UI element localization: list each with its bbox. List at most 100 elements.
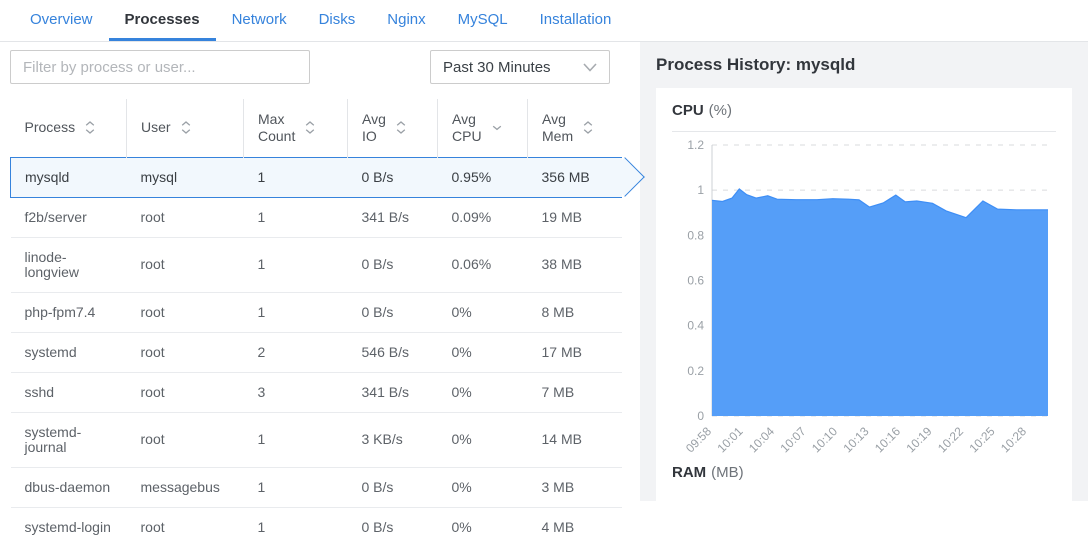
table-row-systemd-login[interactable]: systemd-login root 1 0 B/s 0% 4 MB bbox=[10, 506, 622, 547]
table-row-sshd[interactable]: sshd root 3 341 B/s 0% 7 MB bbox=[10, 371, 622, 412]
cpu-unit: (%) bbox=[708, 102, 732, 119]
table-row-dbus-daemon[interactable]: dbus-daemon messagebus 1 0 B/s 0% 3 MB bbox=[10, 466, 622, 507]
cell-process: sshd bbox=[10, 371, 127, 412]
table-header-row: Process User Max Count Avg IO Avg CPU Avg Mem bbox=[10, 99, 622, 157]
cell-max-count: 1 bbox=[243, 506, 348, 547]
toolbar: Past 30 Minutes bbox=[10, 50, 622, 84]
table-row-systemd[interactable]: systemd root 2 546 B/s 0% 17 MB bbox=[10, 331, 622, 372]
svg-text:09:58: 09:58 bbox=[683, 424, 714, 455]
svg-text:10:16: 10:16 bbox=[872, 424, 903, 455]
filter-input[interactable] bbox=[10, 50, 310, 84]
cell-avg-mem: 7 MB bbox=[527, 371, 622, 412]
cell-avg-cpu: 0.06% bbox=[437, 236, 528, 292]
cpu-section-title: CPU (%) bbox=[672, 102, 1056, 119]
cell-avg-cpu: 0% bbox=[437, 331, 528, 372]
column-header-user[interactable]: User bbox=[126, 99, 244, 157]
panel-title: Process History: mysqld bbox=[656, 55, 856, 74]
cell-avg-mem: 8 MB bbox=[527, 291, 622, 332]
cell-avg-mem: 14 MB bbox=[527, 411, 622, 467]
cell-process: systemd bbox=[10, 331, 127, 372]
column-header-avg-mem[interactable]: Avg Mem bbox=[528, 99, 622, 157]
sort-icon bbox=[85, 121, 95, 135]
svg-text:1.2: 1.2 bbox=[687, 138, 704, 152]
svg-text:10:10: 10:10 bbox=[809, 424, 840, 455]
cell-user: root bbox=[126, 236, 244, 292]
sort-icon bbox=[181, 121, 191, 135]
cell-max-count: 1 bbox=[243, 236, 348, 292]
table-row-systemd-journal[interactable]: systemd-journal root 1 3 KB/s 0% 14 MB bbox=[10, 411, 622, 467]
cell-user: root bbox=[126, 506, 244, 547]
cell-avg-io: 0 B/s bbox=[347, 466, 438, 507]
cell-avg-io: 341 B/s bbox=[347, 371, 438, 412]
svg-text:10:22: 10:22 bbox=[935, 424, 966, 455]
svg-text:0.4: 0.4 bbox=[687, 319, 704, 333]
table-row-linode-longview[interactable]: linode-longview root 1 0 B/s 0.06% 38 MB bbox=[10, 236, 622, 292]
cell-user: messagebus bbox=[126, 466, 244, 507]
cell-avg-io: 0 B/s bbox=[347, 291, 438, 332]
cell-max-count: 3 bbox=[243, 371, 348, 412]
cell-avg-io: 0 B/s bbox=[347, 506, 438, 547]
ram-section-title: RAM (MB) bbox=[672, 464, 1056, 481]
cell-process: mysqld bbox=[10, 156, 127, 198]
cell-avg-cpu: 0.95% bbox=[437, 156, 528, 198]
cpu-chart: 00.20.40.60.811.209:58 10:01 10:04 10:07 10:… bbox=[683, 138, 1048, 455]
cell-avg-io: 0 B/s bbox=[347, 156, 438, 198]
table-row-mysqld[interactable]: mysqld mysql 1 0 B/s 0.95% 356 MB bbox=[10, 156, 622, 198]
cell-max-count: 1 bbox=[243, 411, 348, 467]
chevron-down-icon bbox=[583, 62, 597, 72]
cell-user: root bbox=[126, 331, 244, 372]
cell-user: mysql bbox=[126, 156, 244, 198]
tab-installation[interactable]: Installation bbox=[539, 10, 612, 28]
svg-text:0.8: 0.8 bbox=[687, 228, 704, 242]
sort-icon bbox=[396, 121, 406, 135]
process-list-panel: Past 30 Minutes Process User Max Count Avg … bbox=[0, 42, 645, 547]
cell-user: root bbox=[140, 208, 165, 225]
time-range-select[interactable]: Past 30 Minutes bbox=[430, 50, 610, 84]
cell-avg-cpu: 0% bbox=[437, 411, 528, 467]
cell-process: f2b/server bbox=[24, 208, 87, 225]
column-header-max-count[interactable]: Max Count bbox=[243, 99, 348, 157]
cell-avg-mem: 17 MB bbox=[527, 331, 622, 372]
tab-nginx[interactable]: Nginx bbox=[387, 10, 426, 28]
cell-user: root bbox=[126, 291, 244, 332]
table-row-f2b/server[interactable]: f2b/server root 1 341 B/s 0.09% 19 MB bbox=[11, 197, 622, 237]
cell-avg-io: 341 B/s bbox=[361, 208, 409, 225]
tab-overview[interactable]: Overview bbox=[30, 10, 93, 28]
column-header-avg-io[interactable]: Avg IO bbox=[347, 99, 438, 157]
column-header-avg-cpu[interactable]: Avg CPU bbox=[437, 99, 528, 157]
column-label: User bbox=[141, 119, 171, 136]
tab-network[interactable]: Network bbox=[231, 10, 287, 28]
tab-disks[interactable]: Disks bbox=[318, 10, 356, 28]
cell-avg-cpu: 0% bbox=[437, 506, 528, 547]
cell-avg-cpu: 0% bbox=[437, 466, 528, 507]
column-label: Max Count bbox=[258, 110, 296, 144]
cell-avg-cpu: 0% bbox=[437, 291, 528, 332]
sort-icon bbox=[305, 121, 315, 135]
cell-max-count: 1 bbox=[257, 208, 266, 225]
column-label: Avg IO bbox=[362, 110, 386, 144]
ram-unit: (MB) bbox=[711, 464, 744, 481]
svg-text:0: 0 bbox=[697, 409, 704, 423]
cell-avg-io: 546 B/s bbox=[347, 331, 438, 372]
cell-user: root bbox=[126, 371, 244, 412]
svg-text:10:07: 10:07 bbox=[777, 424, 808, 455]
cell-process: dbus-daemon bbox=[10, 466, 127, 507]
cell-max-count: 1 bbox=[243, 156, 348, 198]
cell-avg-io: 0 B/s bbox=[347, 236, 438, 292]
cell-max-count: 2 bbox=[243, 331, 348, 372]
svg-text:10:13: 10:13 bbox=[840, 424, 871, 455]
cell-avg-mem: 4 MB bbox=[527, 506, 622, 547]
svg-text:10:25: 10:25 bbox=[966, 424, 997, 455]
process-table: Process User Max Count Avg IO Avg CPU Avg Mem… bbox=[10, 99, 645, 547]
cell-user: root bbox=[126, 411, 244, 467]
cell-max-count: 1 bbox=[243, 466, 348, 507]
ram-label: RAM bbox=[672, 464, 707, 481]
table-row-php-fpm7.4[interactable]: php-fpm7.4 root 1 0 B/s 0% 8 MB bbox=[10, 291, 622, 332]
cell-avg-cpu: 0.09% bbox=[451, 208, 492, 225]
svg-text:10:01: 10:01 bbox=[714, 424, 745, 455]
cell-max-count: 1 bbox=[243, 291, 348, 332]
column-header-process[interactable]: Process bbox=[10, 99, 127, 157]
tab-processes[interactable]: Processes bbox=[108, 0, 216, 41]
tab-mysql[interactable]: MySQL bbox=[457, 10, 508, 28]
cpu-divider bbox=[672, 131, 1056, 132]
